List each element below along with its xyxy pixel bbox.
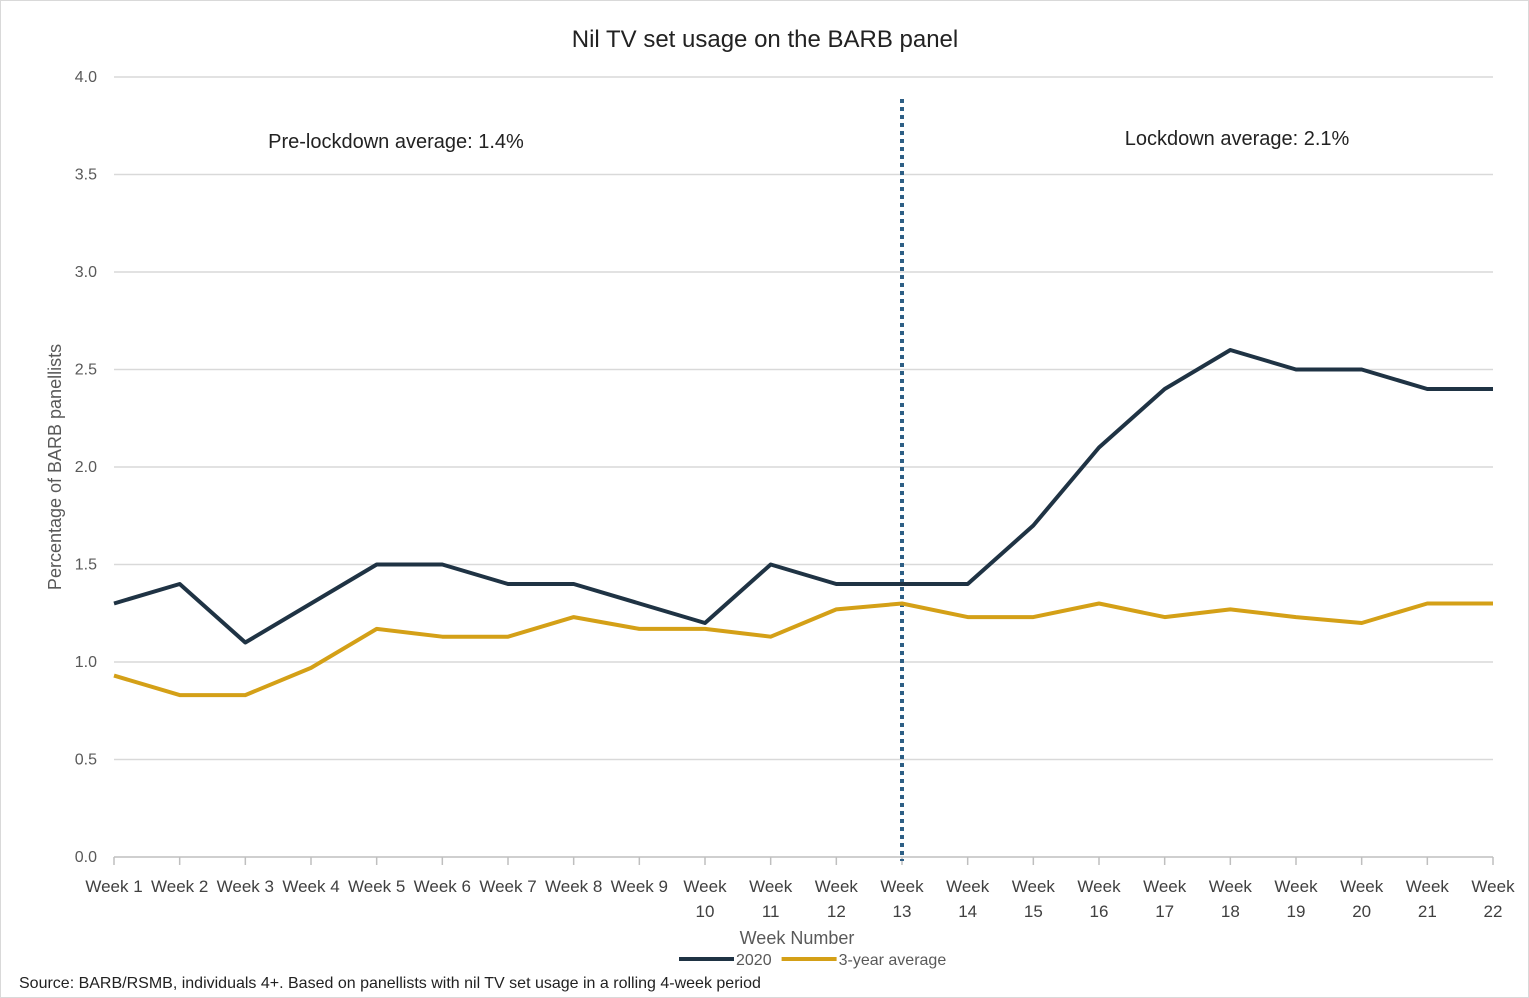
- x-tick-label: Week 3: [217, 877, 274, 896]
- x-tick-label: Week 5: [348, 877, 405, 896]
- y-tick-label: 3.0: [75, 264, 97, 281]
- x-tick-label-line: Week: [1209, 877, 1253, 896]
- y-tick-label: 2.5: [75, 362, 97, 379]
- x-tick-label: Week 6: [414, 877, 471, 896]
- x-tick-label-line: Week: [1274, 877, 1318, 896]
- x-tick-label-line: Week 3: [217, 877, 274, 896]
- y-tick-label: 0.5: [75, 752, 97, 769]
- lockdown-annotation: Lockdown average: 2.1%: [1125, 128, 1350, 150]
- legend-label: 3-year average: [839, 952, 947, 969]
- x-tick-label-line: Week 2: [151, 877, 208, 896]
- x-tick-label: Week 9: [611, 877, 668, 896]
- x-tick-label-line: Week: [1406, 877, 1450, 896]
- x-tick-label: Week 13: [880, 877, 924, 921]
- series-lines: [113, 348, 1493, 698]
- x-tick-label: Week 1: [85, 877, 142, 896]
- x-tick-label: Week 20: [1340, 877, 1384, 921]
- y-tick-label: 1.0: [75, 654, 97, 671]
- x-tick-label-line: 14: [958, 902, 977, 921]
- x-tick-label: Week 10: [683, 877, 727, 921]
- x-tick-label-line: Week 9: [611, 877, 668, 896]
- y-axis-ticks: 0.0 0.5 1.0 1.5 2.0 2.5 3.0 3.5 4.0: [75, 69, 97, 866]
- x-tick-label-line: Week: [815, 877, 859, 896]
- x-tick-label: Week 2: [151, 877, 208, 896]
- x-tick-label: Week 22: [1471, 877, 1515, 921]
- y-tick-label: 1.5: [75, 557, 97, 574]
- x-tick-label-line: Week: [1471, 877, 1515, 896]
- x-tick-label-line: 13: [893, 902, 912, 921]
- x-tick-label-line: Week 6: [414, 877, 471, 896]
- x-tick-label-line: Week: [946, 877, 990, 896]
- gridlines: [114, 76, 1493, 761]
- y-tick-label: 4.0: [75, 69, 97, 86]
- legend-label: 2020: [736, 952, 772, 969]
- x-tick-label: Week 8: [545, 877, 602, 896]
- x-tick-label: Week 14: [946, 877, 990, 921]
- x-tick-label: Week 4: [282, 877, 339, 896]
- y-tick-label: 0.0: [75, 849, 97, 866]
- x-tick-label: Week 7: [479, 877, 536, 896]
- x-axis-label: Week Number: [740, 928, 855, 948]
- x-tick-label-line: 22: [1484, 902, 1503, 921]
- x-tick-label-line: 20: [1352, 902, 1371, 921]
- series-line-2020: [113, 348, 1493, 645]
- x-axis: Week 1 Week 2 Week 3 Week 4 Week 5 Week 6 Week…: [85, 856, 1515, 921]
- x-tick-label-line: 18: [1221, 902, 1240, 921]
- x-tick-label-line: Week: [1340, 877, 1384, 896]
- x-tick-label-line: Week: [683, 877, 727, 896]
- x-tick-label-line: 12: [827, 902, 846, 921]
- x-tick-label-line: Week: [1143, 877, 1187, 896]
- y-tick-label: 3.5: [75, 167, 97, 184]
- y-tick-label: 2.0: [75, 459, 97, 476]
- x-tick-label: Week 19: [1274, 877, 1318, 921]
- x-tick-label-line: Week 7: [479, 877, 536, 896]
- x-tick-label: Week 21: [1406, 877, 1450, 921]
- x-tick-label-line: 11: [762, 902, 780, 921]
- pre-lockdown-annotation: Pre-lockdown average: 1.4%: [268, 131, 524, 153]
- x-tick-label: Week 15: [1012, 877, 1056, 921]
- x-tick-label-line: Week: [880, 877, 924, 896]
- x-tick-label-line: Week 4: [282, 877, 339, 896]
- y-axis-label: Percentage of BARB panellists: [45, 344, 65, 590]
- x-tick-label-line: 19: [1287, 902, 1306, 921]
- x-tick-label-line: 17: [1155, 902, 1174, 921]
- x-tick-label-line: 15: [1024, 902, 1043, 921]
- x-tick-label: Week 11: [749, 877, 793, 921]
- series-line-3-year-average: [113, 601, 1493, 698]
- x-tick-label-line: 10: [696, 902, 715, 921]
- x-tick-label-line: Week: [1077, 877, 1121, 896]
- legend: 2020 3-year average: [679, 952, 946, 969]
- x-tick-label: Week 18: [1209, 877, 1253, 921]
- x-tick-label-line: Week 1: [85, 877, 142, 896]
- x-tick-label-line: 21: [1418, 902, 1437, 921]
- x-tick-label-line: Week: [1012, 877, 1056, 896]
- x-tick-label: Week 16: [1077, 877, 1121, 921]
- source-note: Source: BARB/RSMB, individuals 4+. Based…: [19, 975, 761, 992]
- x-tick-label: Week 12: [815, 877, 859, 921]
- chart-title: Nil TV set usage on the BARB panel: [572, 26, 958, 53]
- x-tick-label-line: Week: [749, 877, 793, 896]
- x-tick-label-line: 16: [1090, 902, 1109, 921]
- x-tick-label-line: Week 5: [348, 877, 405, 896]
- x-tick-label: Week 17: [1143, 877, 1187, 921]
- x-tick-label-line: Week 8: [545, 877, 602, 896]
